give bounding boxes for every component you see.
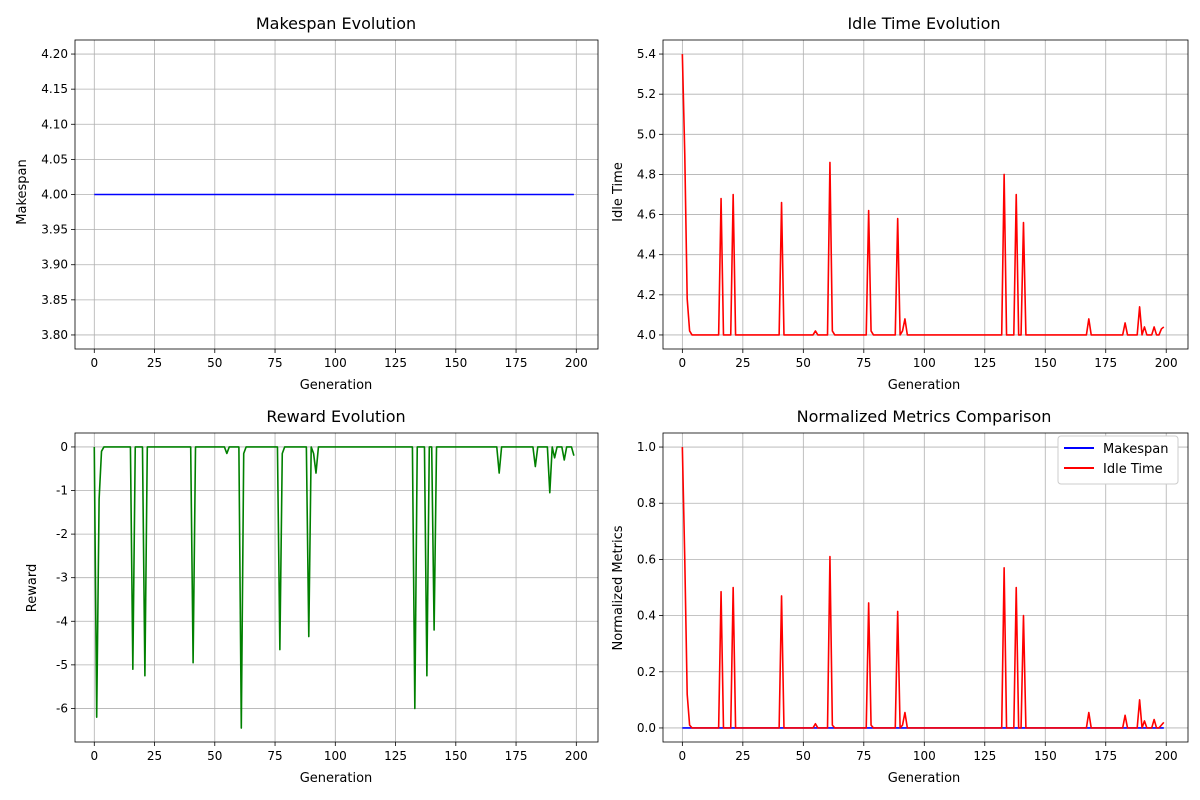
y-tick-label: 4.05 <box>41 152 68 166</box>
y-tick-label: -3 <box>56 571 68 585</box>
y-tick-label: 1.0 <box>637 440 656 454</box>
x-tick-label: 150 <box>1034 749 1057 763</box>
x-tick-label: 100 <box>913 356 936 370</box>
y-tick-label: 0.6 <box>637 552 656 566</box>
x-tick-label: 100 <box>324 356 347 370</box>
x-tick-label: 50 <box>796 356 811 370</box>
x-tick-label: 75 <box>856 749 871 763</box>
legend-label-makespan: Makespan <box>1103 442 1168 457</box>
y-tick-label: -5 <box>56 658 68 672</box>
axes-frame <box>662 432 1189 743</box>
y-tick-label: -2 <box>56 527 68 541</box>
x-tick-label: 150 <box>444 749 467 763</box>
y-tick-label: 4.6 <box>637 208 656 222</box>
x-tick-label: 75 <box>267 356 282 370</box>
x-tick-label: 125 <box>384 749 407 763</box>
x-tick-label: 200 <box>565 356 588 370</box>
x-tick-label: 25 <box>735 749 750 763</box>
y-tick-label: 4.20 <box>41 47 68 61</box>
series-line-idle-time <box>681 447 1165 729</box>
x-tick-label: 125 <box>973 749 996 763</box>
x-tick-label: 125 <box>973 356 996 370</box>
x-tick-label: 100 <box>324 749 347 763</box>
x-tick-label: 100 <box>913 749 936 763</box>
y-tick-label: 5.2 <box>637 87 656 101</box>
x-tick-label: 0 <box>679 356 687 370</box>
x-tick-label: 200 <box>1155 356 1178 370</box>
y-tick-label: 3.95 <box>41 223 68 237</box>
y-tick-label: 0.8 <box>637 496 656 510</box>
x-tick-label: 25 <box>147 356 162 370</box>
x-tick-label: 50 <box>207 356 222 370</box>
y-tick-label: 3.90 <box>41 258 68 272</box>
x-tick-label: 50 <box>207 749 222 763</box>
y-tick-label: 4.15 <box>41 82 68 96</box>
legend: Makespan Idle Time <box>1057 435 1179 485</box>
x-axis-label: Generation <box>300 378 373 393</box>
y-tick-label: -1 <box>56 484 68 498</box>
y-tick-label: 0 <box>60 440 68 454</box>
x-tick-label: 50 <box>796 749 811 763</box>
normalized-metrics-chart-panel: Normalized Metrics Comparison Generation… <box>611 407 1189 786</box>
idle-time-chart-panel: Idle Time Evolution Generation Idle Time… <box>611 14 1189 393</box>
x-tick-label: 25 <box>735 356 750 370</box>
x-tick-label: 200 <box>1155 749 1178 763</box>
x-tick-label: 150 <box>1034 356 1057 370</box>
y-tick-label: -4 <box>56 614 68 628</box>
series-line-0 <box>681 54 1165 336</box>
x-tick-label: 75 <box>856 356 871 370</box>
gridlines <box>663 40 1188 349</box>
x-tick-label: 0 <box>90 356 98 370</box>
y-tick-label: 5.0 <box>637 127 656 141</box>
x-axis-label: Generation <box>300 771 373 786</box>
y-tick-label: 4.2 <box>637 288 656 302</box>
y-axis-label: Reward <box>25 564 40 612</box>
y-tick-label: 4.00 <box>41 188 68 202</box>
chart-title: Makespan Evolution <box>256 14 416 33</box>
series-line-0 <box>93 446 575 729</box>
chart-title: Reward Evolution <box>266 407 405 426</box>
y-tick-label: 4.4 <box>637 248 656 262</box>
x-tick-label: 125 <box>384 356 407 370</box>
x-tick-label: 75 <box>267 749 282 763</box>
y-axis-label: Makespan <box>15 159 30 224</box>
y-tick-label: 3.85 <box>41 293 68 307</box>
x-tick-label: 175 <box>505 356 528 370</box>
x-axis-label: Generation <box>888 378 961 393</box>
axes-frame <box>74 432 599 743</box>
y-tick-label: 4.10 <box>41 117 68 131</box>
y-tick-label: 3.80 <box>41 328 68 342</box>
x-tick-label: 175 <box>505 749 528 763</box>
x-tick-label: 25 <box>147 749 162 763</box>
makespan-chart-panel: Makespan Evolution Generation Makespan 0… <box>15 14 599 393</box>
y-tick-label: 0.4 <box>637 609 656 623</box>
y-tick-label: 4.0 <box>637 328 656 342</box>
x-tick-label: 0 <box>90 749 98 763</box>
y-tick-label: -6 <box>56 701 68 715</box>
y-axis-label: Normalized Metrics <box>611 525 626 650</box>
y-tick-label: 0.2 <box>637 665 656 679</box>
chart-title: Idle Time Evolution <box>847 14 1000 33</box>
reward-chart-panel: Reward Evolution Generation Reward 0 25 50… <box>25 407 599 786</box>
x-tick-label: 175 <box>1094 356 1117 370</box>
y-tick-label: 4.8 <box>637 167 656 181</box>
y-tick-label: 0.0 <box>637 721 656 735</box>
x-axis-label: Generation <box>888 771 961 786</box>
axes-frame <box>74 39 599 350</box>
x-tick-label: 200 <box>565 749 588 763</box>
x-tick-label: 175 <box>1094 749 1117 763</box>
x-tick-label: 0 <box>679 749 687 763</box>
chart-title: Normalized Metrics Comparison <box>797 407 1052 426</box>
legend-label-idle-time: Idle Time <box>1103 462 1163 477</box>
y-axis-label: Idle Time <box>611 162 626 222</box>
y-tick-label: 5.4 <box>637 47 656 61</box>
x-tick-label: 150 <box>444 356 467 370</box>
axes-frame <box>662 39 1189 350</box>
